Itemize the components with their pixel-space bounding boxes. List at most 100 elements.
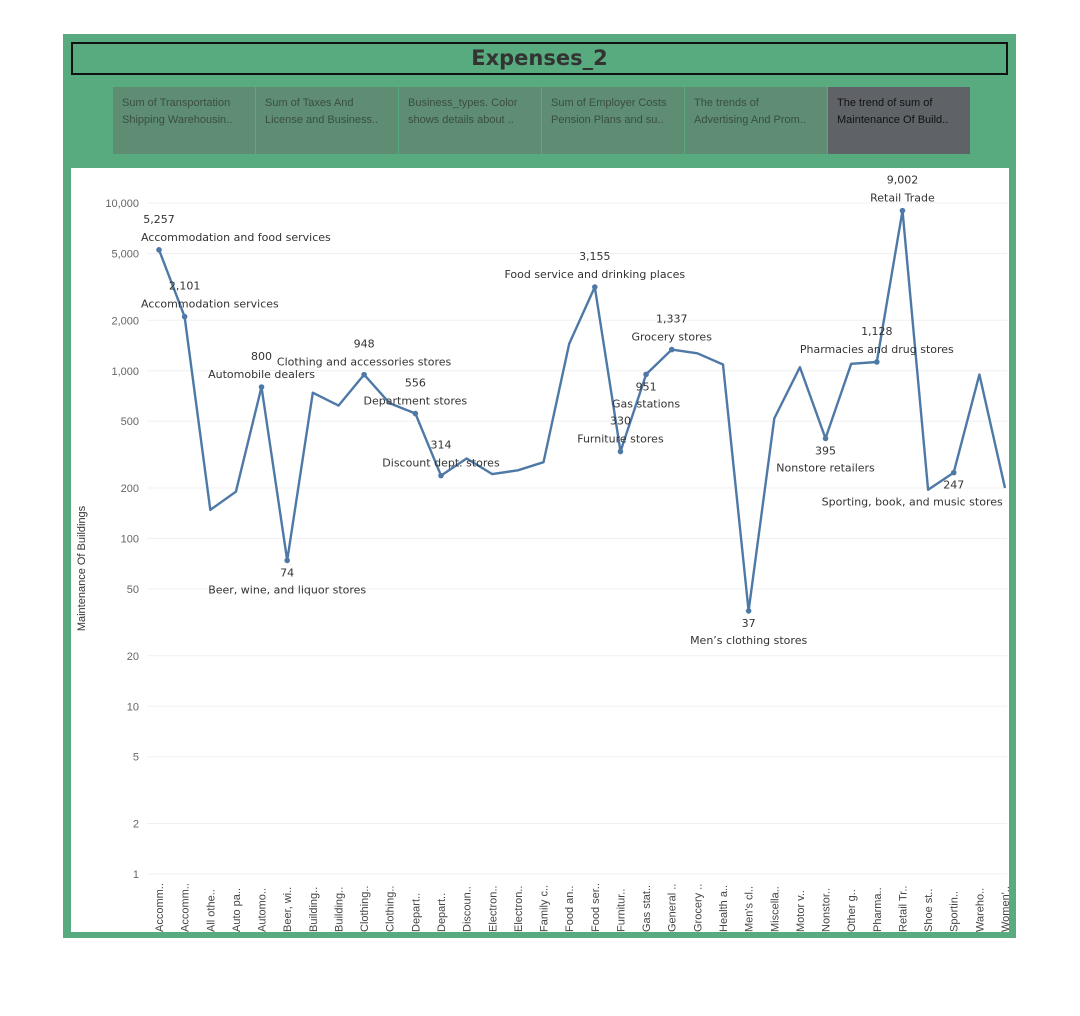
data-label-name: Automobile dealers [208, 368, 315, 381]
data-label-value: 330 [610, 415, 631, 428]
y-axis-title: Maintenance Of Buildings [76, 505, 88, 631]
tab-label-line2: License and Business.. [265, 114, 379, 126]
data-label-name: Furniture stores [577, 433, 664, 446]
x-tick-label: Accomm.. [154, 883, 166, 932]
x-tick-label: Sportin.. [949, 891, 961, 932]
tab-maintenance[interactable]: The trend of sum of Maintenance Of Build… [828, 87, 970, 154]
x-tick-label: Food ser.. [590, 883, 602, 932]
y-tick-label: 2,000 [111, 315, 139, 327]
x-tick-label: Depart.. [410, 893, 422, 932]
data-point[interactable] [668, 346, 675, 353]
data-label-value: 3,155 [579, 250, 611, 263]
dashboard-frame: Expenses_2 Sum of Transportation Shippin… [63, 34, 1016, 938]
tab-taxes[interactable]: Sum of Taxes And License and Business.. [256, 87, 398, 154]
data-label-name: Accommodation services [141, 298, 279, 311]
data-point[interactable] [592, 284, 598, 290]
data-label-name: Accommodation and food services [141, 231, 331, 244]
data-point[interactable] [899, 207, 906, 214]
data-point[interactable] [822, 435, 829, 442]
y-tick-label: 500 [121, 416, 139, 428]
data-label-name: Pharmacies and drug stores [800, 343, 954, 356]
tab-label-line1: Sum of Transportation [122, 97, 231, 109]
data-point[interactable] [745, 608, 752, 614]
tab-label-line1: Sum of Employer Costs [551, 97, 667, 109]
data-label-value: 37 [742, 617, 756, 630]
x-tick-label: Miscella.. [769, 886, 781, 932]
x-tick-label: Pharma.. [872, 887, 884, 932]
data-label-name: Retail Trade [870, 192, 935, 205]
data-label-name: Men’s clothing stores [690, 634, 807, 647]
tab-advertising[interactable]: The trends of Advertising And Prom.. [685, 87, 827, 154]
x-tick-label: Other g.. [846, 889, 858, 932]
data-label-value: 800 [251, 350, 272, 363]
data-label-name: Department stores [364, 395, 468, 408]
data-point[interactable] [258, 384, 265, 390]
data-point[interactable] [643, 371, 649, 378]
data-point[interactable] [284, 557, 290, 564]
data-point[interactable] [438, 472, 444, 479]
x-tick-label: Retail Tr.. [897, 886, 909, 932]
tab-label-line1: The trends of [694, 97, 759, 109]
y-tick-label: 10,000 [105, 198, 139, 210]
tab-transportation[interactable]: Sum of Transportation Shipping Warehousi… [113, 87, 255, 154]
y-tick-label: 10 [127, 701, 139, 713]
data-label-name: Nonstore retailers [776, 461, 875, 474]
x-tick-label: General .. [667, 884, 679, 932]
data-point[interactable] [156, 247, 162, 253]
data-label-name: Gas stations [612, 397, 680, 410]
data-label-value: 1,128 [861, 325, 893, 338]
data-point[interactable] [412, 410, 419, 417]
x-tick-label: Clothing.. [359, 886, 371, 932]
x-tick-label: Motor v.. [795, 890, 807, 932]
tab-label-line2: shows details about .. [408, 114, 514, 126]
y-tick-label: 50 [127, 584, 139, 596]
story-tabs: Sum of Transportation Shipping Warehousi… [113, 87, 971, 154]
dashboard-title-bar: Expenses_2 [71, 42, 1008, 75]
data-label-value: 2,101 [169, 280, 201, 293]
x-tick-label: Gas stat.. [641, 885, 653, 932]
x-tick-label: Food an.. [564, 886, 576, 932]
data-point[interactable] [361, 371, 367, 378]
x-tick-label: Clothing.. [385, 886, 397, 932]
y-tick-label: 200 [121, 483, 139, 495]
y-tick-label: 100 [121, 534, 139, 546]
x-tick-label: Family c.. [539, 885, 551, 932]
x-tick-label: Shoe st.. [923, 889, 935, 932]
y-tick-label: 5 [133, 752, 139, 764]
x-tick-label: Automo.. [257, 888, 269, 932]
y-tick-label: 5,000 [111, 248, 139, 260]
y-tick-label: 20 [127, 651, 139, 663]
tab-business-types[interactable]: Business_types. Color shows details abou… [399, 87, 541, 154]
x-tick-label: Discoun.. [462, 886, 474, 932]
x-tick-label: Wareho.. [974, 888, 986, 932]
data-label-name: Grocery stores [632, 331, 713, 344]
y-tick-label: 2 [133, 819, 139, 831]
tab-label-line1: Sum of Taxes And [265, 97, 354, 109]
data-point[interactable] [874, 359, 880, 365]
data-point[interactable] [181, 313, 188, 320]
data-label-name: Sporting, book, and music stores [822, 496, 1003, 509]
x-tick-label: Furnitur.. [615, 889, 627, 932]
x-tick-label: Building.. [308, 887, 320, 932]
x-tick-label: Grocery .. [692, 884, 704, 932]
x-tick-label: Beer, wi.. [282, 887, 294, 932]
data-label-value: 74 [280, 566, 294, 579]
x-tick-label: Nonstor.. [821, 888, 833, 932]
x-tick-label: Depart.. [436, 893, 448, 932]
chart-area: 1 2 5 10 20 50 100 200 500 1,000 2,000 5,000 10,000 M… [71, 168, 1009, 932]
y-tick-label: 1,000 [111, 366, 139, 378]
tab-label-line1: The trend of sum of [837, 97, 933, 109]
x-tick-label: Accomm.. [180, 883, 192, 932]
data-label-name: Food service and drinking places [504, 268, 685, 281]
line-chart: 1 2 5 10 20 50 100 200 500 1,000 2,000 5,000 10,000 M… [76, 174, 1009, 932]
tab-label-line2: Maintenance Of Build.. [837, 114, 949, 126]
x-tick-label: Men's cl.. [744, 886, 756, 932]
data-label-value: 556 [405, 377, 426, 390]
data-label-value: 951 [636, 380, 657, 393]
tab-label-line2: Advertising And Prom.. [694, 114, 806, 126]
data-label-value: 314 [431, 439, 452, 452]
data-point[interactable] [950, 469, 957, 476]
tab-employer-costs[interactable]: Sum of Employer Costs Pension Plans and … [542, 87, 684, 154]
data-point[interactable] [617, 448, 624, 455]
data-label-name: Discount dept. stores [382, 457, 500, 470]
